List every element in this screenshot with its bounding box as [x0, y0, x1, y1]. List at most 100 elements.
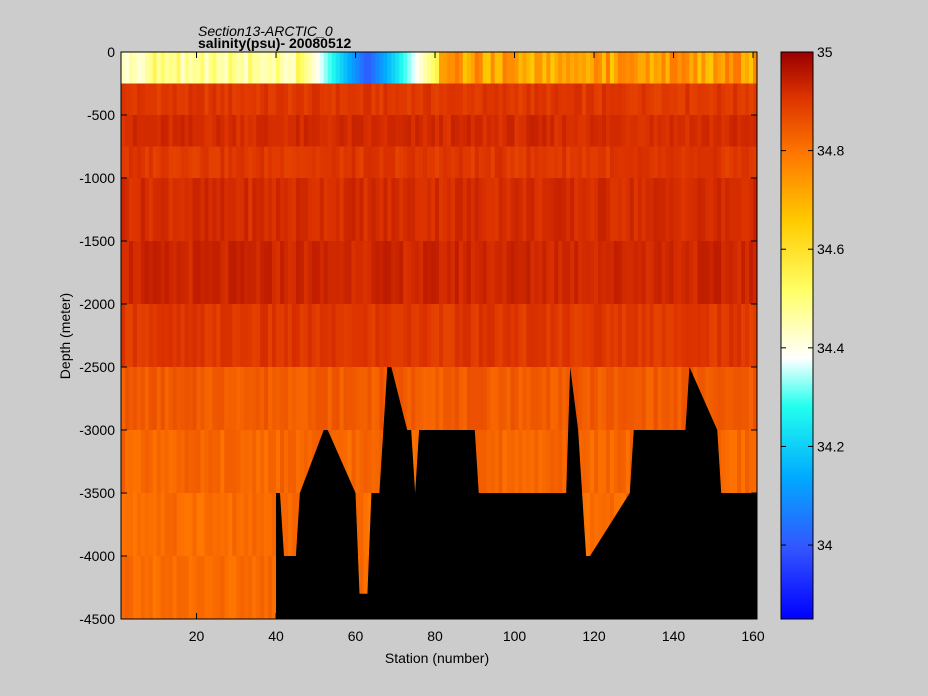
- heatmap-cell: [256, 241, 261, 304]
- heatmap-cell: [140, 430, 146, 493]
- heatmap-cell: [204, 493, 209, 556]
- heatmap-cell: [538, 367, 543, 430]
- heatmap-cell: [737, 241, 742, 304]
- heatmap-cell: [164, 367, 170, 430]
- heatmap-cell: [204, 430, 209, 493]
- heatmap-cell: [450, 146, 456, 178]
- heatmap-cell: [319, 83, 325, 115]
- heatmap-cell: [311, 241, 317, 304]
- heatmap-cell: [252, 83, 257, 115]
- heatmap-cell: [268, 241, 273, 304]
- heatmap-cell: [566, 241, 571, 304]
- heatmap-cell: [140, 146, 146, 178]
- heatmap-cell: [681, 52, 686, 84]
- heatmap-cell: [526, 241, 531, 304]
- heatmap-cell: [701, 83, 706, 115]
- heatmap-cell: [331, 304, 337, 367]
- heatmap-cell: [753, 367, 758, 430]
- heatmap-cell: [335, 52, 341, 84]
- heatmap-cell: [232, 115, 237, 147]
- heatmap-cell: [649, 241, 655, 304]
- heatmap-cell: [442, 241, 448, 304]
- heatmap-cell: [140, 83, 146, 115]
- heatmap-cell: [518, 367, 523, 430]
- heatmap-cell: [645, 146, 651, 178]
- heatmap-cell: [232, 241, 237, 304]
- heatmap-cell: [220, 430, 225, 493]
- heatmap-cell: [132, 83, 138, 115]
- heatmap-cell: [649, 52, 655, 84]
- heatmap-cell: [128, 367, 134, 430]
- heatmap-cell: [407, 241, 412, 304]
- heatmap-cell: [331, 146, 337, 178]
- heatmap-cell: [518, 115, 523, 147]
- heatmap-cell: [347, 241, 352, 304]
- heatmap-cell: [276, 178, 281, 241]
- heatmap-cell: [669, 115, 674, 147]
- heatmap-cell: [657, 241, 663, 304]
- heatmap-cell: [506, 146, 511, 178]
- heatmap-cell: [156, 367, 162, 430]
- heatmap-cell: [522, 367, 527, 430]
- heatmap-cell: [427, 115, 432, 147]
- heatmap-cell: [121, 367, 126, 430]
- heatmap-cell: [136, 556, 142, 619]
- heatmap-cell: [550, 83, 555, 115]
- heatmap-cell: [121, 83, 126, 115]
- heatmap-cell: [574, 304, 579, 367]
- heatmap-cell: [677, 146, 682, 178]
- heatmap-cell: [172, 493, 178, 556]
- heatmap-cell: [121, 146, 126, 178]
- heatmap-cell: [164, 304, 170, 367]
- heatmap-cell: [582, 367, 587, 430]
- heatmap-cell: [168, 241, 174, 304]
- heatmap-cell: [423, 115, 428, 147]
- heatmap-cell: [236, 146, 241, 178]
- heatmap-cell: [236, 178, 241, 241]
- heatmap-cell: [486, 367, 492, 430]
- heatmap-cell: [204, 367, 209, 430]
- heatmap-cell: [351, 83, 356, 115]
- heatmap-cell: [431, 115, 436, 147]
- heatmap-cell: [741, 178, 746, 241]
- colorbar: [780, 51, 814, 620]
- heatmap-cell: [590, 83, 595, 115]
- heatmap-cell: [391, 304, 396, 367]
- heatmap-cell: [283, 146, 289, 178]
- heatmap-cell: [717, 430, 722, 493]
- heatmap-cell: [522, 52, 527, 84]
- heatmap-cell: [355, 52, 360, 84]
- heatmap-cell: [681, 367, 686, 430]
- heatmap-cell: [419, 367, 424, 430]
- heatmap-cell: [132, 178, 138, 241]
- heatmap-cell: [136, 83, 142, 115]
- x-tick-label: 100: [503, 628, 527, 644]
- heatmap-cell: [343, 178, 348, 241]
- heatmap-cell: [228, 367, 233, 430]
- heatmap-cell: [260, 241, 265, 304]
- heatmap-cell: [299, 146, 305, 178]
- heatmap-cell: [303, 430, 309, 493]
- heatmap-cell: [240, 83, 245, 115]
- heatmap-cell: [498, 83, 503, 115]
- heatmap-cell: [415, 241, 420, 304]
- heatmap-cell: [216, 556, 221, 619]
- heatmap-cell: [534, 115, 539, 147]
- heatmap-cell: [506, 178, 511, 241]
- heatmap-cell: [176, 493, 182, 556]
- heatmap-cell: [431, 178, 436, 241]
- heatmap-cell: [617, 430, 623, 493]
- heatmap-cell: [124, 178, 130, 241]
- heatmap-cell: [144, 367, 150, 430]
- heatmap-cell: [212, 430, 217, 493]
- heatmap-cell: [228, 493, 233, 556]
- heatmap-cell: [228, 115, 233, 147]
- heatmap-cell: [566, 115, 571, 147]
- heatmap-cell: [514, 304, 519, 367]
- heatmap-cell: [387, 52, 392, 84]
- heatmap-cell: [244, 304, 249, 367]
- heatmap-cell: [363, 304, 368, 367]
- heatmap-cell: [645, 367, 651, 430]
- heatmap-cell: [240, 367, 245, 430]
- heatmap-cell: [685, 83, 690, 115]
